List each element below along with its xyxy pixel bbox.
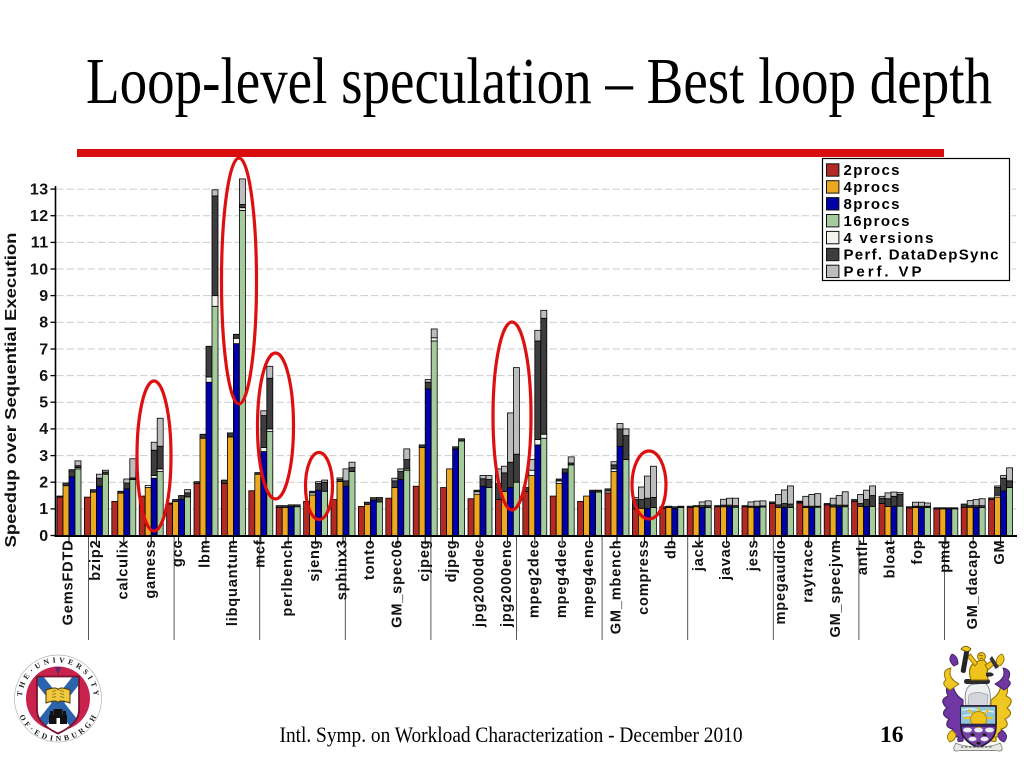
- svg-text:Perf. DataDepSync: Perf. DataDepSync: [844, 247, 999, 264]
- svg-text:8: 8: [39, 315, 48, 332]
- svg-text:12: 12: [30, 208, 49, 225]
- svg-text:bloat: bloat: [883, 540, 899, 579]
- svg-text:libquantum: libquantum: [225, 540, 241, 627]
- svg-text:mcf: mcf: [252, 540, 268, 568]
- svg-text:11: 11: [31, 235, 49, 252]
- svg-text:4: 4: [39, 421, 48, 438]
- svg-text:4 versions: 4 versions: [844, 230, 934, 247]
- svg-text:2procs: 2procs: [844, 162, 900, 179]
- svg-text:bzip2: bzip2: [88, 540, 104, 581]
- svg-text:4procs: 4procs: [844, 179, 900, 196]
- svg-text:6: 6: [39, 368, 48, 385]
- svg-text:sphinx3: sphinx3: [335, 540, 351, 601]
- svg-text:GemsFDTD: GemsFDTD: [61, 540, 77, 626]
- svg-text:13: 13: [30, 181, 49, 198]
- svg-text:16procs: 16procs: [844, 213, 910, 230]
- svg-text:1: 1: [39, 501, 48, 518]
- svg-text:mpeg2dec: mpeg2dec: [526, 540, 542, 619]
- svg-text:GM: GM: [992, 539, 1008, 564]
- svg-text:sjeng: sjeng: [307, 540, 323, 582]
- svg-text:5: 5: [39, 395, 48, 412]
- svg-text:jpg2000enc: jpg2000enc: [499, 540, 515, 629]
- svg-text:8procs: 8procs: [844, 196, 900, 213]
- svg-text:GM_dacapo: GM_dacapo: [965, 540, 981, 630]
- svg-text:perlbench: perlbench: [280, 540, 296, 617]
- svg-text:7: 7: [39, 341, 48, 358]
- svg-text:10: 10: [30, 261, 49, 278]
- svg-text:fop: fop: [910, 540, 926, 565]
- svg-text:raytrace: raytrace: [800, 540, 816, 603]
- svg-text:16: 16: [880, 722, 904, 748]
- svg-text:GM_specjvm: GM_specjvm: [828, 540, 844, 638]
- svg-text:Speedup over Sequential Execut: Speedup over Sequential Execution: [3, 233, 20, 548]
- svg-text:calculix: calculix: [115, 539, 131, 599]
- svg-text:Intl. Symp. on Workload Charac: Intl. Symp. on Workload Characterization…: [280, 722, 743, 747]
- svg-text:gamess: gamess: [143, 540, 159, 599]
- svg-text:db: db: [663, 540, 679, 559]
- svg-text:gcc: gcc: [170, 540, 186, 568]
- svg-text:GM_spec06: GM_spec06: [389, 540, 405, 628]
- svg-text:tonto: tonto: [362, 540, 378, 580]
- svg-text:2: 2: [39, 475, 48, 492]
- svg-text:mpeg4dec: mpeg4dec: [554, 540, 570, 619]
- svg-text:javac: javac: [718, 540, 734, 582]
- svg-text:jpg2000dec: jpg2000dec: [472, 540, 488, 629]
- svg-text:antlr: antlr: [855, 540, 871, 576]
- svg-text:lbm: lbm: [198, 540, 214, 568]
- svg-text:9: 9: [39, 288, 48, 305]
- svg-text:mpegaudio: mpegaudio: [773, 540, 789, 625]
- svg-text:GM_mbench: GM_mbench: [609, 540, 625, 635]
- svg-text:djpeg: djpeg: [444, 540, 460, 583]
- svg-text:jess: jess: [746, 540, 762, 573]
- svg-text:mpeg4enc: mpeg4enc: [581, 540, 597, 619]
- svg-text:compress: compress: [636, 540, 652, 615]
- svg-text:cjpeg: cjpeg: [417, 540, 433, 582]
- svg-text:jack: jack: [691, 539, 707, 572]
- svg-text:3: 3: [39, 448, 48, 465]
- svg-text:Loop-level speculation – Best: Loop-level speculation – Best loop depth: [86, 45, 992, 118]
- svg-text:0: 0: [39, 528, 48, 545]
- svg-text:pmd: pmd: [937, 540, 953, 573]
